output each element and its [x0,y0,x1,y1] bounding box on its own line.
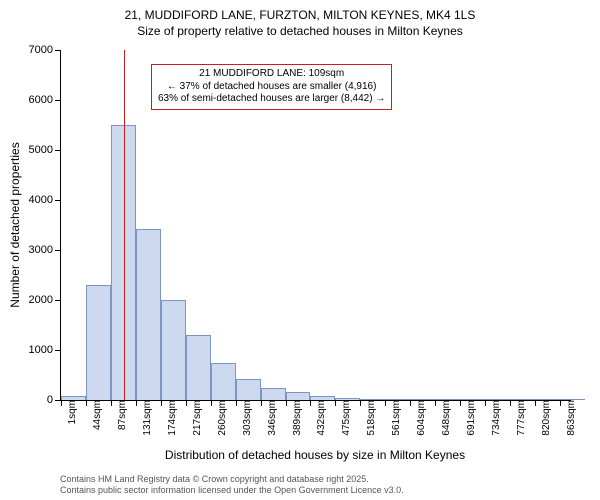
x-tick [111,400,112,406]
histogram-bar [236,379,261,400]
x-tick-label: 217sqm [190,400,203,436]
annotation-line: 21 MUDDIFORD LANE: 109sqm [158,68,385,81]
x-tick-label: 863sqm [564,400,577,436]
x-tick-label: 691sqm [464,400,477,436]
x-tick [385,400,386,406]
y-tick-label: 0 [47,394,61,406]
chart-footer: Contains HM Land Registry data © Crown c… [60,474,404,496]
x-tick-label: 734sqm [489,400,502,436]
plot-area: 010002000300040005000600070001sqm44sqm87… [60,50,571,401]
annotation-line: ← 37% of detached houses are smaller (4,… [158,81,385,94]
x-tick-label: 820sqm [539,400,552,436]
x-tick [560,400,561,406]
x-tick [485,400,486,406]
x-tick-label: 604sqm [414,400,427,436]
x-tick-label: 303sqm [240,400,253,436]
x-tick [261,400,262,406]
histogram-bar [286,392,311,400]
x-tick [360,400,361,406]
x-tick [460,400,461,406]
y-tick-label: 6000 [29,94,61,106]
x-tick-label: 346sqm [265,400,278,436]
x-tick-label: 432sqm [314,400,327,436]
x-tick-label: 44sqm [90,400,103,430]
x-tick [236,400,237,406]
histogram-bar [161,300,186,400]
x-tick-label: 174sqm [165,400,178,436]
x-tick [335,400,336,406]
chart-title-line1: 21, MUDDIFORD LANE, FURZTON, MILTON KEYN… [0,8,600,24]
x-tick [136,400,137,406]
x-tick [510,400,511,406]
y-tick-label: 4000 [29,194,61,206]
reference-line [124,50,125,400]
y-tick-label: 1000 [29,344,61,356]
histogram-bar [136,229,161,400]
x-tick-label: 475sqm [339,400,352,436]
x-tick [86,400,87,406]
y-axis-label: Number of detached properties [8,50,22,400]
x-tick-label: 260sqm [215,400,228,436]
x-tick-label: 518sqm [364,400,377,436]
x-tick-label: 648sqm [439,400,452,436]
footer-line1: Contains HM Land Registry data © Crown c… [60,474,404,485]
x-tick [410,400,411,406]
x-tick [435,400,436,406]
x-tick-label: 131sqm [140,400,153,436]
x-tick-label: 1sqm [65,400,78,424]
chart-title-line2: Size of property relative to detached ho… [0,24,600,40]
annotation-box: 21 MUDDIFORD LANE: 109sqm← 37% of detach… [151,64,392,110]
x-tick-label: 777sqm [514,400,527,436]
x-tick [286,400,287,406]
histogram-bar [186,335,211,400]
x-tick [186,400,187,406]
y-tick-label: 5000 [29,144,61,156]
histogram-bar [261,388,286,400]
x-axis-label: Distribution of detached houses by size … [60,448,570,462]
x-tick [211,400,212,406]
annotation-line: 63% of semi-detached houses are larger (… [158,93,385,106]
x-tick-label: 87sqm [115,400,128,430]
x-tick [61,400,62,406]
x-tick [161,400,162,406]
y-tick-label: 2000 [29,294,61,306]
x-tick [535,400,536,406]
x-tick-label: 561sqm [389,400,402,436]
y-tick-label: 7000 [29,44,61,56]
histogram-bar [86,285,111,400]
x-tick [310,400,311,406]
y-tick-label: 3000 [29,244,61,256]
x-tick-label: 389sqm [290,400,303,436]
histogram-bar [211,363,236,400]
footer-line2: Contains public sector information licen… [60,485,404,496]
